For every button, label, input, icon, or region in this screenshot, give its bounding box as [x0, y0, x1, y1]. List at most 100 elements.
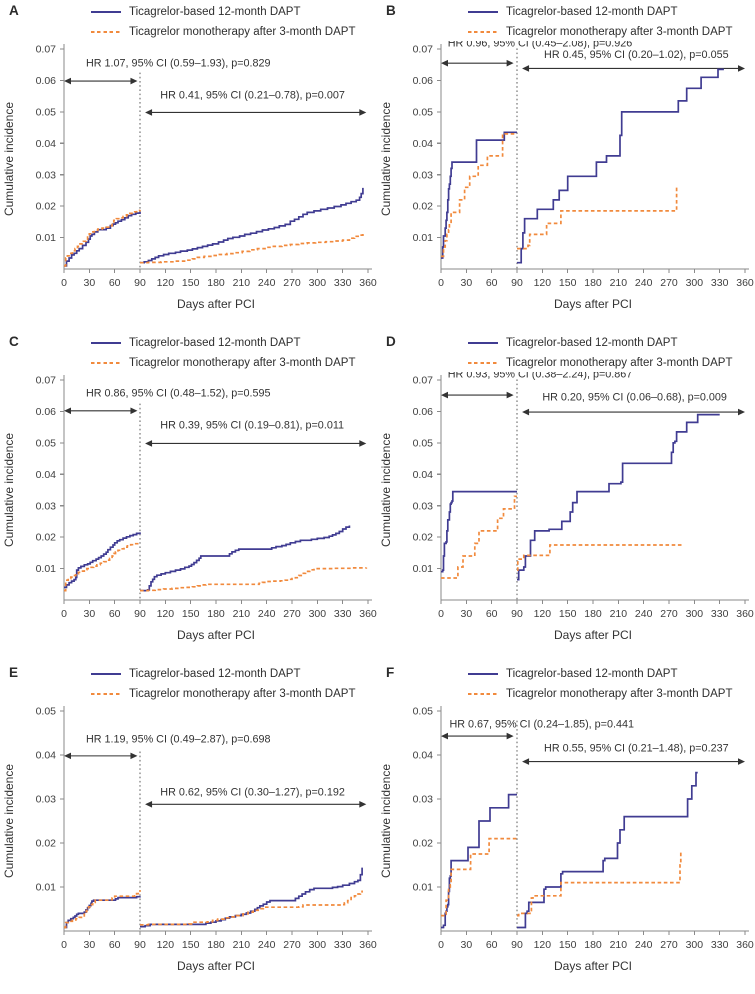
legend-line-dashed-icon [91, 30, 121, 33]
legend-line-dashed-icon [468, 30, 498, 33]
x-tick-label: 180 [584, 277, 602, 289]
x-axis-title: Days after PCI [554, 628, 632, 642]
x-tick-label: 270 [283, 277, 301, 289]
x-tick-label: 0 [61, 939, 67, 951]
legend-item: Ticagrelor-based 12-month DAPT [468, 3, 755, 20]
legend-line-dashed-icon [91, 692, 121, 695]
legend-line-dashed-icon [91, 361, 121, 364]
x-axis-title: Days after PCI [177, 959, 255, 973]
legend-item: Ticagrelor monotherapy after 3-month DAP… [468, 23, 755, 40]
legend-label: Ticagrelor-based 12-month DAPT [129, 667, 301, 680]
series-line-dashed [140, 567, 368, 592]
arrowhead-right-icon [738, 758, 745, 765]
x-axis-title: Days after PCI [177, 628, 255, 642]
arrowhead-right-icon [506, 391, 514, 399]
x-tick-label: 240 [635, 608, 653, 620]
arrowhead-right-icon [738, 65, 745, 72]
x-tick-label: 90 [511, 608, 523, 620]
arrowhead-right-icon [506, 59, 514, 67]
x-tick-label: 0 [61, 277, 67, 289]
x-axis-title: Days after PCI [554, 959, 632, 973]
y-tick-label: 0.02 [413, 201, 434, 213]
y-tick-label: 0.07 [413, 375, 434, 387]
series-line-dashed [516, 544, 682, 571]
y-axis-title: Cumulative incidence [2, 102, 16, 216]
legend-item: Ticagrelor monotherapy after 3-month DAP… [91, 23, 377, 40]
panel-letter: E [9, 665, 19, 680]
arrowhead-left-icon [441, 391, 448, 399]
series-line-solid [140, 525, 351, 592]
figure-panel-d: D Ticagrelor-based 12-month DAPT Ticagre… [377, 331, 755, 662]
arrowhead-left-icon [441, 732, 448, 740]
legend-line-dashed-icon [468, 692, 498, 695]
x-tick-label: 30 [83, 608, 95, 620]
x-tick-label: 60 [486, 939, 498, 951]
arrowhead-left-icon [145, 109, 153, 116]
x-tick-label: 60 [486, 277, 498, 289]
x-tick-label: 90 [134, 277, 146, 289]
legend-item: Ticagrelor-based 12-month DAPT [468, 334, 755, 351]
y-axis-title: Cumulative incidence [379, 764, 393, 878]
y-axis-title: Cumulative incidence [379, 433, 393, 547]
arrowhead-right-icon [130, 752, 138, 760]
x-axis-title: Days after PCI [177, 297, 255, 311]
x-tick-label: 30 [83, 277, 95, 289]
legend: Ticagrelor-based 12-month DAPT Ticagrelo… [468, 3, 755, 41]
x-tick-label: 120 [157, 608, 175, 620]
y-tick-label: 0.02 [36, 201, 57, 213]
x-tick-label: 300 [309, 939, 327, 951]
x-tick-label: 360 [736, 277, 754, 289]
y-tick-label: 0.03 [413, 794, 434, 806]
y-tick-label: 0.05 [36, 106, 57, 118]
arrowhead-left-icon [64, 77, 71, 85]
legend-label: Ticagrelor monotherapy after 3-month DAP… [129, 25, 356, 38]
arrowhead-left-icon [145, 800, 153, 808]
annotation-text: HR 0.67, 95% CI (0.24–1.85), p=0.441 [449, 719, 634, 731]
y-tick-label: 0.01 [36, 882, 57, 894]
arrowhead-right-icon [130, 407, 138, 415]
x-tick-label: 240 [258, 277, 276, 289]
arrowhead-right-icon [359, 440, 367, 447]
legend-item: Ticagrelor monotherapy after 3-month DAP… [468, 354, 755, 371]
series-line-dashed [140, 890, 363, 926]
x-tick-label: 210 [610, 608, 628, 620]
legend-label: Ticagrelor monotherapy after 3-month DAP… [129, 687, 356, 700]
legend-label: Ticagrelor-based 12-month DAPT [506, 5, 678, 18]
y-tick-label: 0.01 [413, 563, 434, 575]
y-tick-label: 0.02 [413, 532, 434, 544]
y-tick-label: 0.04 [36, 750, 57, 762]
x-tick-label: 270 [660, 939, 678, 951]
y-tick-label: 0.05 [413, 706, 434, 718]
x-tick-label: 240 [635, 277, 653, 289]
annotation-text: HR 0.93, 95% CI (0.38–2.24), p=0.867 [448, 372, 633, 380]
x-tick-label: 30 [460, 608, 472, 620]
legend: Ticagrelor-based 12-month DAPT Ticagrelo… [91, 334, 377, 372]
x-tick-label: 330 [711, 939, 729, 951]
legend-line-solid-icon [91, 672, 121, 675]
x-tick-label: 90 [134, 608, 146, 620]
annotation-text: HR 0.41, 95% CI (0.21–0.78), p=0.007 [160, 90, 345, 102]
x-tick-label: 60 [109, 608, 121, 620]
y-tick-label: 0.03 [36, 500, 57, 512]
chart-svg-f: 0.01 0.02 0.03 0.04 0.05 0 30 60 90 120 150 180 210 2… [379, 706, 754, 973]
y-tick-label: 0.03 [36, 169, 57, 181]
x-tick-label: 360 [359, 608, 377, 620]
y-tick-label: 0.06 [413, 406, 434, 418]
series-line-dashed [441, 837, 517, 917]
legend-line-solid-icon [468, 10, 498, 13]
legend-label: Ticagrelor-based 12-month DAPT [129, 5, 301, 18]
x-tick-label: 120 [534, 939, 552, 951]
x-tick-label: 30 [460, 939, 472, 951]
x-tick-label: 270 [283, 608, 301, 620]
x-tick-label: 330 [334, 939, 352, 951]
x-tick-label: 330 [711, 608, 729, 620]
x-tick-label: 240 [258, 939, 276, 951]
series-line-solid [64, 211, 141, 267]
annotation-text: HR 0.45, 95% CI (0.20–1.02), p=0.055 [544, 49, 729, 61]
legend-line-dashed-icon [468, 361, 498, 364]
y-tick-label: 0.02 [413, 838, 434, 850]
series-line-dashed [441, 133, 517, 258]
x-tick-label: 90 [511, 939, 523, 951]
legend-label: Ticagrelor monotherapy after 3-month DAP… [506, 687, 733, 700]
annotation-text: HR 1.19, 95% CI (0.49–2.87), p=0.698 [86, 734, 271, 746]
